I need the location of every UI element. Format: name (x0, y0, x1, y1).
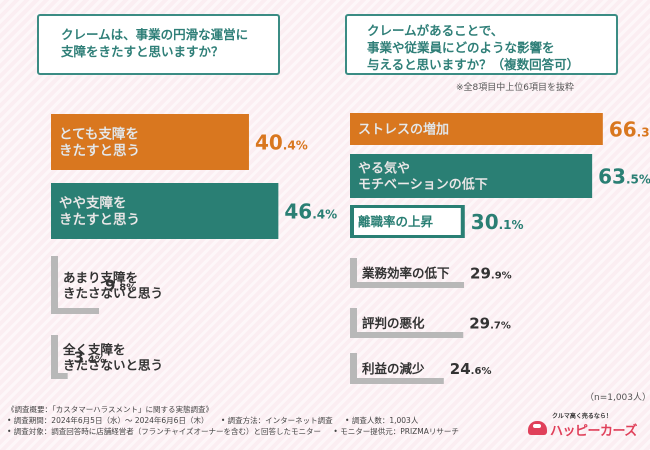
bar (350, 154, 593, 198)
footer-text: 《調査概要：「カスタマーハラスメント」に関する実態調査》 (7, 405, 213, 414)
question-right: クレームがあることで、 事業や従業員にどのような影響を 与えると思いますか？（複… (345, 14, 618, 75)
data-label-decimal: .9 (491, 271, 502, 282)
survey-footer: 《調査概要：「カスタマーハラスメント」に関する実態調査》 • 調査期間：2024… (7, 404, 507, 437)
data-label-decimal: .4 (312, 208, 325, 222)
data-label-integer: 29 (470, 265, 491, 283)
data-label-unit: % (126, 283, 136, 294)
data-label-integer: 63 (598, 165, 626, 189)
category-label: モチベーションの低下 (358, 177, 488, 193)
data-label-integer: 9 (105, 277, 115, 295)
data-label: 29.7% (469, 315, 511, 333)
data-label-decimal: .5 (626, 173, 639, 187)
bar-mark (350, 353, 357, 384)
data-label-decimal: .6 (471, 366, 482, 377)
data-label-integer: 66 (609, 118, 637, 142)
data-label: 46.4% (284, 200, 337, 224)
question-right-line: クレームがあることで、 (367, 23, 504, 38)
question-left-line: クレームは、事業の円滑な運営に (61, 27, 249, 42)
logo-tagline: クルマ高く売るなら！ (552, 413, 612, 420)
bar-mark (51, 308, 100, 314)
question-left-line: 支障をきたすと思いますか？ (61, 44, 224, 59)
category-label: きたすと思う (59, 143, 140, 159)
question-left: クレームは、事業の円滑な運営に 支障をきたすと思いますか？ (37, 14, 280, 75)
brand-logo: クルマ高く売るなら！ ハッピーカーズ (528, 411, 646, 443)
logo-name: ハッピーカーズ (550, 424, 637, 439)
bar-mark (51, 373, 68, 379)
category-label: とても支障を (59, 126, 139, 143)
data-label-integer: 29 (469, 315, 490, 333)
data-label-unit: % (296, 139, 308, 153)
car-icon (528, 421, 547, 435)
category-label: きたさないと思う (63, 357, 163, 372)
data-label: 29.9% (470, 265, 512, 283)
footer-text: • モニター提供元：PRIZMAリサーチ (333, 427, 459, 436)
data-label-unit: % (501, 321, 511, 332)
bar (51, 114, 249, 170)
category-label: 利益の減少 (362, 361, 425, 376)
category-label: やや支障を (59, 195, 127, 212)
data-label-unit: % (325, 208, 337, 222)
bar-mark (51, 256, 58, 314)
bar-mark (350, 378, 444, 384)
data-label-decimal: .7 (490, 321, 501, 332)
sample-size-note: （n=1,003人） (585, 393, 650, 403)
data-label-integer: 40 (255, 131, 283, 155)
data-label: 9.8% (105, 277, 136, 295)
data-label-unit: % (481, 366, 491, 377)
bar-mark (350, 332, 464, 338)
data-label-decimal: .3 (637, 126, 650, 140)
data-label-unit: % (512, 218, 524, 232)
bar-mark (350, 308, 357, 338)
category-label: 全く支障を (62, 342, 126, 357)
footer-text: • 調査対象：調査回答時に店舗経営者（フランチャイズオーナーを含む）と回答したモ… (7, 427, 322, 436)
data-label: 30.1% (471, 210, 524, 234)
footer-row: 《調査概要：「カスタマーハラスメント」に関する実態調査》 (7, 404, 507, 415)
bar-highlight (354, 208, 461, 235)
category-label: やる気や (358, 161, 410, 177)
data-label: 3.4% (74, 349, 105, 367)
data-label-integer: 30 (471, 210, 499, 234)
category-label: ストレスの増加 (358, 122, 449, 138)
data-label-integer: 46 (284, 200, 312, 224)
bar-mark (51, 335, 58, 379)
extraction-note: ※全8項目中上位6項目を抜粋 (456, 83, 574, 93)
data-label: 63.5% (598, 165, 650, 189)
data-label-unit: % (95, 355, 105, 366)
bar-mark (350, 258, 357, 288)
data-label-integer: 3 (74, 349, 84, 367)
data-label-integer: 24 (450, 360, 471, 378)
category-label: あまり支障を (63, 270, 138, 285)
footer-text: • 調査期間：2024年6月5日（水）〜 2024年6月6日（木） (7, 416, 209, 425)
bar-mark (350, 282, 465, 288)
footer-row: • 調査期間：2024年6月5日（水）〜 2024年6月6日（木） • 調査方法… (7, 415, 507, 426)
data-label-unit: % (639, 173, 650, 187)
data-label-unit: % (502, 271, 512, 282)
bar (350, 113, 603, 145)
category-label: きたすと思う (59, 212, 140, 228)
bar (51, 183, 279, 239)
data-label: 24.6% (450, 360, 492, 378)
question-right-line: 与えると思いますか？（複数回答可） (367, 57, 580, 72)
footer-row: • 調査対象：調査回答時に店舗経営者（フランチャイズオーナーを含む）と回答したモ… (7, 426, 507, 437)
category-label: 離職率の上昇 (358, 214, 434, 229)
question-right-line: 事業や従業員にどのような影響を (367, 40, 555, 55)
footer-text: • 調査人数：1,003人 (345, 416, 419, 425)
data-label-decimal: .1 (499, 218, 512, 232)
data-label-decimal: .8 (115, 283, 126, 294)
data-label-decimal: .4 (84, 355, 95, 366)
category-label: 評判の悪化 (362, 316, 425, 331)
data-label: 66.3% (609, 118, 650, 142)
category-label: 業務効率の低下 (361, 266, 450, 281)
category-label: きたさないと思う (63, 285, 163, 300)
footer-text: • 調査方法：インターネット調査 (220, 416, 333, 425)
data-label: 40.4% (255, 131, 308, 155)
data-label-decimal: .4 (283, 139, 296, 153)
